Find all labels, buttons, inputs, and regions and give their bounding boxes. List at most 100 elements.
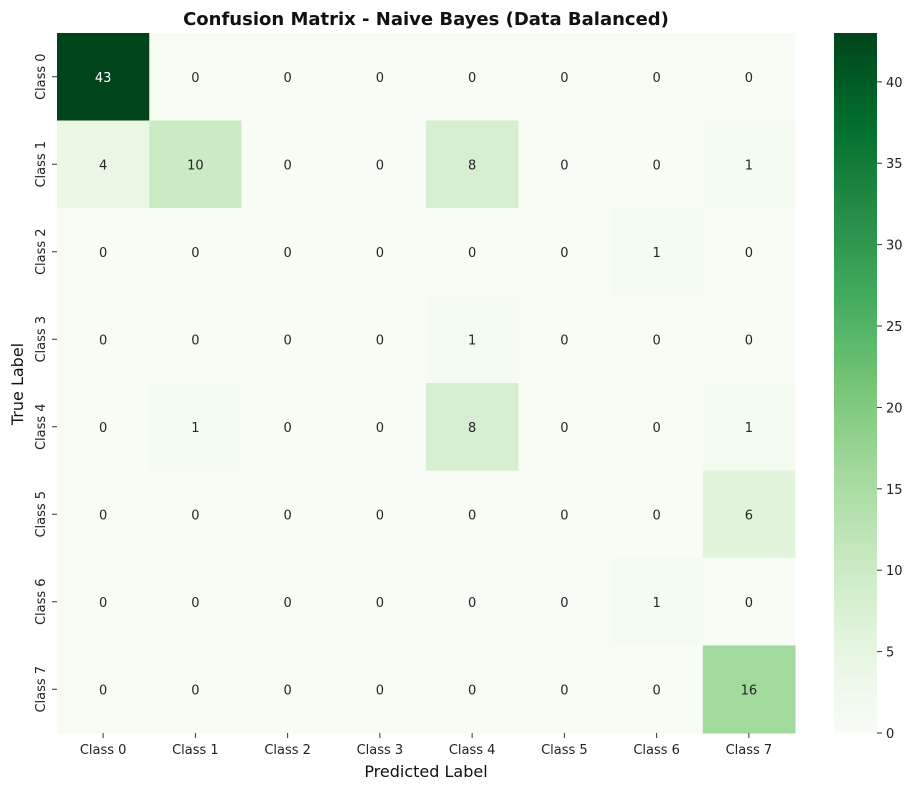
- heatmap-cell: [57, 208, 150, 296]
- heatmap-cell: [333, 208, 427, 296]
- colorbar-tick-label: 15: [886, 483, 903, 498]
- cell-value-label: 4: [99, 158, 107, 173]
- colorbar-tick-label: 5: [886, 646, 894, 661]
- cell-value-label: 0: [560, 683, 568, 698]
- heatmap-cell: [57, 558, 150, 646]
- cell-value-label: 8: [468, 158, 476, 173]
- colorbar-tick-label: 10: [886, 564, 903, 579]
- heatmap-cell: [149, 645, 242, 734]
- cell-value-label: 0: [283, 683, 291, 698]
- cell-value-label: 0: [283, 71, 291, 86]
- cell-value-label: 0: [376, 158, 384, 173]
- x-tick-label: Class 2: [264, 743, 311, 758]
- cell-value-label: 0: [468, 246, 476, 261]
- cell-value-label: 0: [652, 508, 660, 523]
- cell-value-label: 16: [741, 683, 758, 698]
- heatmap-cell: [426, 295, 519, 384]
- heatmap-cell: [610, 208, 704, 296]
- heatmap-cell: [610, 645, 704, 734]
- heatmap-cell: [149, 470, 242, 559]
- cell-value-label: 1: [468, 333, 476, 348]
- heatmap-cell: [57, 295, 150, 384]
- cell-value-label: 0: [283, 508, 291, 523]
- heatmap-cell: [610, 33, 704, 121]
- heatmap-cell: [57, 645, 150, 734]
- cell-value-label: 0: [99, 246, 107, 261]
- y-tick-label: Class 2: [34, 228, 49, 275]
- heatmap-cell: [426, 208, 519, 296]
- cell-value-label: 0: [99, 596, 107, 611]
- y-tick-label: Class 3: [34, 316, 49, 363]
- colorbar-tick-label: 30: [886, 239, 903, 254]
- heatmap-cell: [241, 645, 335, 734]
- heatmap-cell: [610, 383, 704, 471]
- cell-value-label: 0: [468, 508, 476, 523]
- heatmap-cell: [426, 33, 519, 121]
- cell-value-label: 0: [652, 421, 660, 436]
- heatmap-cell: [610, 295, 704, 384]
- heatmap-cell: [702, 470, 796, 559]
- cell-value-label: 0: [283, 421, 291, 436]
- chart-title: Confusion Matrix - Naive Bayes (Data Bal…: [183, 9, 669, 30]
- heatmap-cell: [518, 295, 611, 384]
- cell-value-label: 0: [283, 158, 291, 173]
- heatmap-cell: [333, 33, 427, 121]
- cell-value-label: 0: [283, 246, 291, 261]
- cell-value-label: 0: [652, 683, 660, 698]
- cell-value-label: 0: [376, 71, 384, 86]
- heatmap-cell: [426, 383, 519, 471]
- cell-value-label: 1: [745, 421, 753, 436]
- y-axis-ticks: Class 0 Class 1 Class 2 Class 3 Class 4 Class…: [34, 53, 57, 713]
- cell-value-label: 0: [99, 421, 107, 436]
- heatmap-cell: [241, 208, 335, 296]
- y-tick-label: Class 6: [34, 578, 49, 625]
- heatmap-cell: [333, 558, 427, 646]
- cell-value-label: 0: [191, 71, 199, 86]
- heatmap-cell: [241, 470, 335, 559]
- colorbar-tick-label: 20: [886, 401, 903, 416]
- heatmap-cell: [57, 383, 150, 471]
- heatmap-cell: [333, 383, 427, 471]
- x-axis-title: Predicted Label: [364, 762, 487, 781]
- heatmap-cell: [518, 33, 611, 121]
- heatmap-cell: [241, 120, 335, 209]
- heatmap-cell: [518, 470, 611, 559]
- cell-value-label: 43: [95, 71, 112, 86]
- heatmap-cell: [241, 558, 335, 646]
- cell-value-label: 0: [283, 333, 291, 348]
- heatmap-cell: [426, 558, 519, 646]
- cell-value-label: 0: [560, 71, 568, 86]
- heatmap-cell: [149, 383, 242, 471]
- x-tick-label: Class 6: [633, 743, 680, 758]
- cell-value-label: 0: [99, 683, 107, 698]
- x-axis-ticks: Class 0 Class 1 Class 2 Class 3 Class 4 Class…: [80, 733, 772, 758]
- heatmap-cell: [149, 33, 242, 121]
- cell-value-label: 0: [652, 158, 660, 173]
- x-tick-label: Class 7: [726, 743, 773, 758]
- cell-value-label: 0: [745, 71, 753, 86]
- heatmap-cell: [333, 295, 427, 384]
- y-axis-title: True Label: [8, 343, 27, 426]
- cell-value-label: 1: [652, 596, 660, 611]
- heatmap-cell: [57, 470, 150, 559]
- cell-value-label: 0: [560, 158, 568, 173]
- y-tick-label: Class 4: [34, 403, 49, 450]
- cell-value-label: 0: [560, 508, 568, 523]
- y-tick-label: Class 5: [34, 491, 49, 538]
- heatmap-cell: [610, 120, 704, 209]
- cell-value-label: 0: [468, 71, 476, 86]
- colorbar: 0 5 10 15 20 25 30 35 40: [834, 33, 903, 742]
- cell-value-label: 0: [468, 683, 476, 698]
- heatmap-cell: [518, 645, 611, 734]
- colorbar-tick-label: 0: [886, 727, 894, 742]
- cell-value-label: 1: [191, 421, 199, 436]
- heatmap-cell: [149, 295, 242, 384]
- heatmap-cell: [149, 120, 242, 209]
- cell-value-label: 0: [99, 508, 107, 523]
- heatmap-cell: [702, 208, 796, 296]
- heatmap-cell: [702, 295, 796, 384]
- cell-value-label: 0: [745, 333, 753, 348]
- heatmap-cell: [610, 558, 704, 646]
